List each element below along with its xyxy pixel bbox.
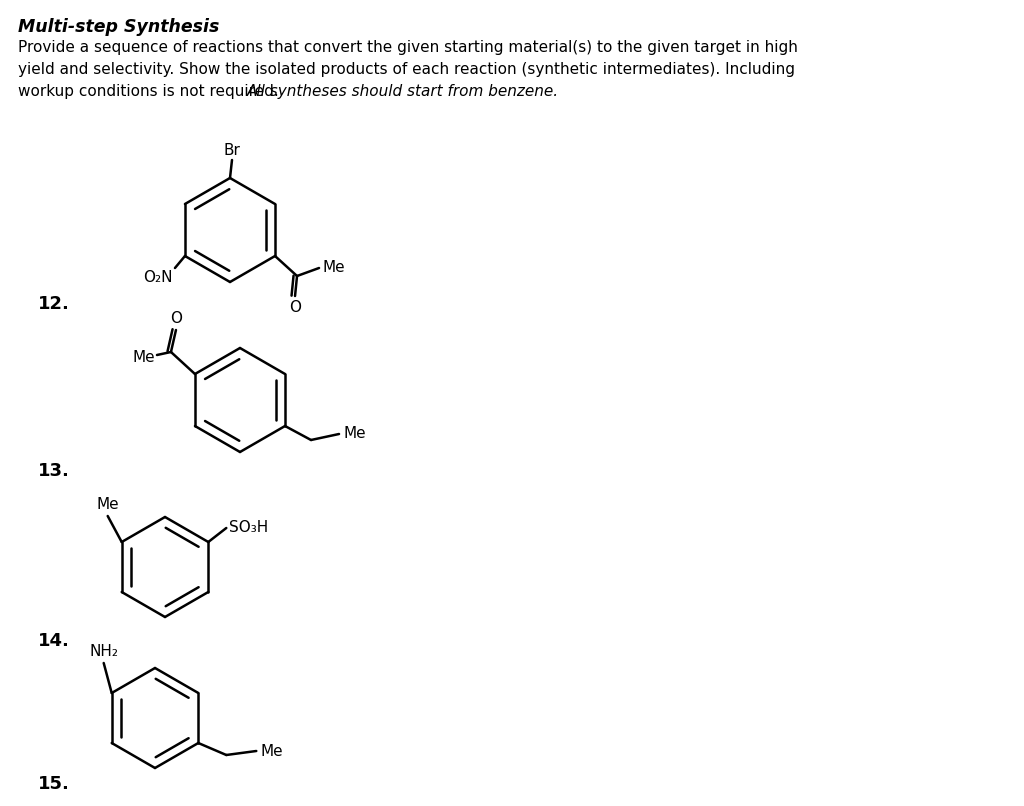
- Text: Multi-step Synthesis: Multi-step Synthesis: [18, 18, 219, 36]
- Text: SO₃H: SO₃H: [229, 521, 268, 535]
- Text: O₂N: O₂N: [143, 270, 173, 285]
- Text: Me: Me: [96, 497, 119, 512]
- Text: 15.: 15.: [38, 775, 70, 793]
- Text: O: O: [170, 311, 182, 326]
- Text: Me: Me: [260, 743, 283, 758]
- Text: Me: Me: [343, 426, 366, 442]
- Text: yield and selectivity. Show the isolated products of each reaction (synthetic in: yield and selectivity. Show the isolated…: [18, 62, 795, 77]
- Text: Br: Br: [223, 143, 241, 158]
- Text: O: O: [289, 300, 301, 315]
- Text: Me: Me: [322, 260, 345, 276]
- Text: NH₂: NH₂: [89, 644, 118, 659]
- Text: 14.: 14.: [38, 632, 70, 650]
- Text: workup conditions is not required.: workup conditions is not required.: [18, 84, 284, 99]
- Text: 13.: 13.: [38, 462, 70, 480]
- Text: All syntheses should start from benzene.: All syntheses should start from benzene.: [247, 84, 559, 99]
- Text: Me: Me: [132, 350, 155, 364]
- Text: 12.: 12.: [38, 295, 70, 313]
- Text: Provide a sequence of reactions that convert the given starting material(s) to t: Provide a sequence of reactions that con…: [18, 40, 798, 55]
